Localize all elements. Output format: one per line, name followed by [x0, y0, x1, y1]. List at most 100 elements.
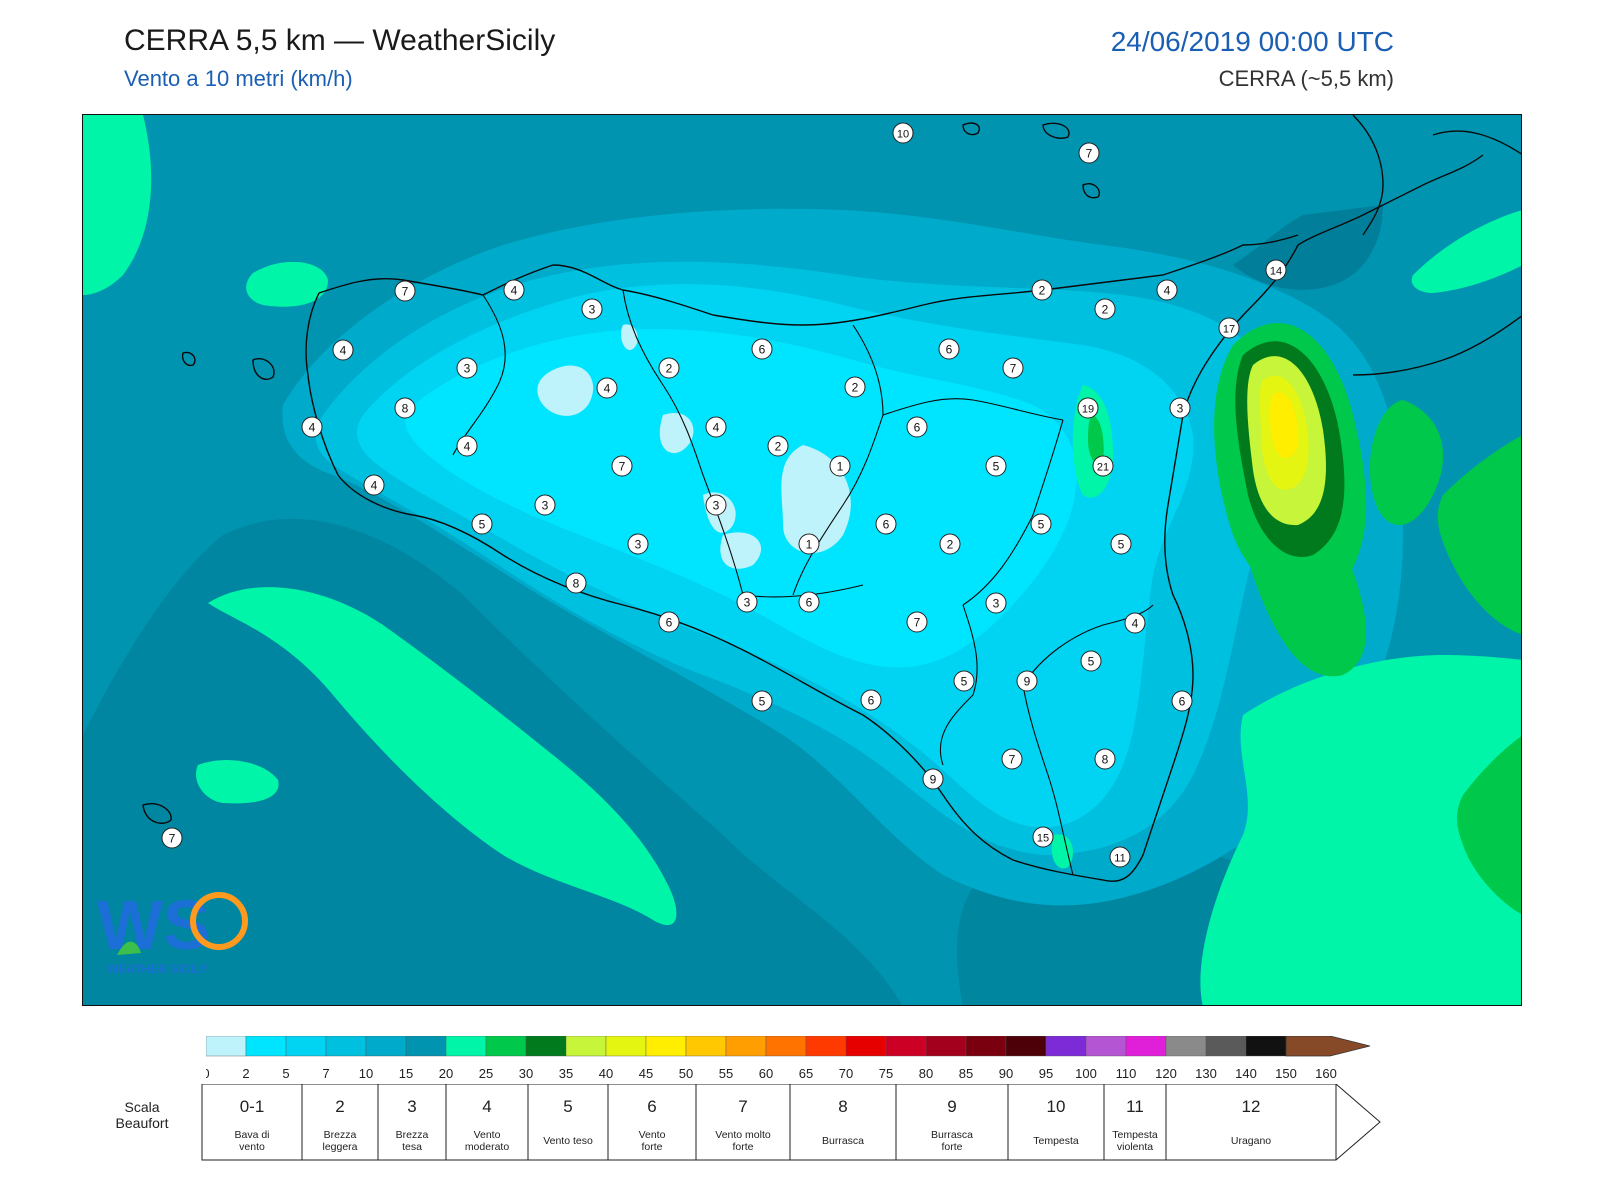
beaufort-label: vento	[239, 1141, 265, 1153]
station-value: 1	[806, 538, 813, 552]
station-value-marker: 21	[1092, 455, 1114, 477]
beaufort-number: 6	[647, 1097, 656, 1116]
colorbar-segment	[445, 1035, 487, 1057]
station-value-marker: 3	[534, 494, 556, 516]
station-value-marker: 5	[1110, 533, 1132, 555]
station-value: 15	[1037, 833, 1049, 845]
wind-colorbar: 0257101520253035404550556065707580859095…	[202, 1035, 1386, 1095]
colorbar-segment	[885, 1035, 927, 1057]
station-value: 5	[1038, 518, 1045, 532]
beaufort-label: Tempesta	[1033, 1135, 1079, 1147]
station-value-marker: 6	[860, 689, 882, 711]
station-value-marker: 7	[161, 827, 183, 849]
colorbar-segment	[1125, 1035, 1167, 1057]
colorbar-segment	[845, 1035, 887, 1057]
beaufort-label: moderato	[465, 1141, 510, 1153]
station-value: 7	[169, 832, 176, 846]
colorbar-segment	[805, 1035, 847, 1057]
station-value: 2	[947, 538, 954, 552]
colorbar-segment	[525, 1035, 567, 1057]
station-value-marker: 7	[1002, 357, 1024, 379]
station-value-marker: 3	[985, 592, 1007, 614]
colorbar-svg: 0257101520253035404550556065707580859095…	[202, 1035, 1371, 1081]
station-value-marker: 4	[705, 416, 727, 438]
station-value-marker: 4	[332, 339, 354, 361]
colorbar-tick: 150	[1275, 1066, 1297, 1081]
station-value: 3	[993, 597, 1000, 611]
station-value-marker: 9	[1016, 670, 1038, 692]
station-value-marker: 4	[503, 279, 525, 301]
map-title: CERRA 5,5 km — WeatherSicily	[124, 24, 556, 57]
station-value-marker: 4	[596, 377, 618, 399]
station-value: 4	[340, 344, 347, 358]
beaufort-number: 8	[838, 1097, 847, 1116]
station-value: 1	[837, 460, 844, 474]
beaufort-number: 3	[407, 1097, 416, 1116]
colorbar-segment	[205, 1035, 247, 1057]
colorbar-tick: 90	[999, 1066, 1013, 1081]
station-value-marker: 4	[301, 416, 323, 438]
colorbar-segment	[605, 1035, 647, 1057]
station-value: 4	[1132, 617, 1139, 631]
logo-text: WEATHER SICILY	[107, 962, 208, 976]
station-value-marker: 6	[1171, 690, 1193, 712]
beaufort-number: 9	[947, 1097, 956, 1116]
sun-icon	[190, 892, 248, 950]
station-value-marker: 19	[1077, 397, 1099, 419]
colorbar-segment	[245, 1035, 287, 1057]
beaufort-scale: Scala Beaufort 0-1 Bava di vento 2 Brezza leg…	[110, 1083, 1390, 1185]
station-value: 3	[713, 499, 720, 513]
station-value: 4	[511, 284, 518, 298]
station-value-marker: 4	[1124, 612, 1146, 634]
station-value-marker: 17	[1218, 317, 1240, 339]
beaufort-label: Brezza	[396, 1129, 429, 1141]
station-value: 3	[635, 538, 642, 552]
colorbar-tick: 60	[759, 1066, 773, 1081]
station-value: 9	[930, 773, 937, 787]
beaufort-label: violenta	[1117, 1141, 1153, 1153]
colorbar-segment	[1245, 1035, 1287, 1057]
station-value: 6	[868, 694, 875, 708]
station-value-marker: 3	[736, 591, 758, 613]
station-value: 6	[883, 518, 890, 532]
colorbar-segment	[325, 1035, 367, 1057]
station-value: 10	[897, 129, 909, 141]
station-value: 5	[961, 675, 968, 689]
station-value: 3	[1177, 402, 1184, 416]
station-value-marker: 6	[658, 611, 680, 633]
colorbar-tick: 0	[206, 1066, 210, 1081]
station-value: 9	[1024, 675, 1031, 689]
colorbar-tick: 140	[1235, 1066, 1257, 1081]
station-value-marker: 4	[456, 435, 478, 457]
station-value-marker: 6	[798, 591, 820, 613]
station-value-marker: 8	[394, 397, 416, 419]
colorbar-segment	[1205, 1035, 1247, 1057]
valid-datetime: 24/06/2019 00:00 UTC	[1110, 26, 1394, 57]
station-value: 21	[1097, 462, 1109, 474]
station-value-marker: 5	[471, 513, 493, 535]
beaufort-number: 11	[1126, 1097, 1144, 1116]
station-value: 6	[806, 596, 813, 610]
beaufort-number: 5	[563, 1097, 572, 1116]
colorbar-tick: 15	[399, 1066, 413, 1081]
station-value-marker: 10	[892, 122, 914, 144]
station-value: 3	[589, 303, 596, 317]
station-value: 11	[1114, 853, 1125, 865]
beaufort-label: Vento	[639, 1129, 666, 1141]
station-value: 6	[666, 616, 673, 630]
colorbar-segment	[365, 1035, 407, 1057]
coastlines	[142, 115, 1521, 882]
colorbar-tick: 70	[839, 1066, 853, 1081]
station-value-marker: 5	[953, 670, 975, 692]
colorbar-tick: 40	[599, 1066, 613, 1081]
colorbar-tick: 2	[242, 1066, 249, 1081]
station-value-marker: 2	[1094, 298, 1116, 320]
beaufort-number: 7	[738, 1097, 747, 1116]
station-value: 2	[666, 362, 673, 376]
station-value-marker: 3	[1169, 397, 1191, 419]
beaufort-label: Brezza	[324, 1129, 357, 1141]
